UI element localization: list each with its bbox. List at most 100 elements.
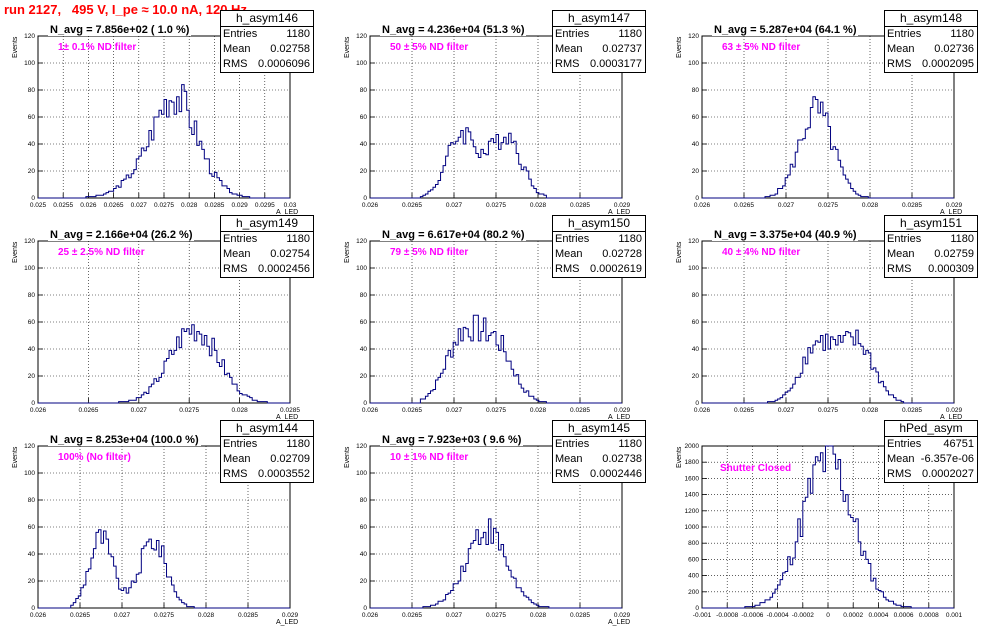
- stat-entries: 1180: [286, 233, 310, 245]
- x-tick-label: 0.0285: [570, 612, 590, 619]
- y-axis-label: Events: [344, 241, 351, 263]
- stats-box: h_asym149 Entries 1180 Mean 0.02754 RMS 0.0002…: [220, 215, 314, 278]
- y-tick-label: 60: [360, 524, 368, 531]
- run-title: run 2127, 495 V, I_pe ≈ 10.0 nA, 120 Hz: [4, 2, 247, 17]
- x-tick-label: 0.0255: [53, 202, 73, 209]
- x-tick-label: 0.0265: [402, 407, 422, 414]
- y-axis-label: Events: [344, 36, 351, 58]
- stats-box: h_asym148 Entries 1180 Mean 0.02736 RMS 0.0002…: [884, 10, 978, 73]
- x-tick-label: 0.0008: [919, 612, 939, 619]
- histogram-panel: 0.025 0.0255 0.026 0.0265 0.027 0.0275 0.028 0.…: [0, 10, 332, 223]
- y-tick-label: 20: [28, 578, 36, 585]
- y-tick-label: 120: [356, 443, 367, 450]
- y-tick-label: 20: [28, 373, 36, 380]
- x-tick-label: 0.026: [362, 202, 379, 209]
- x-tick-label: 0.026: [362, 612, 379, 619]
- histogram-svg: 0.026 0.0265 0.027 0.0275 0.028 0.0285 0.029 0 2…: [356, 33, 630, 209]
- x-tick-label: 0.026: [694, 202, 711, 209]
- x-tick-label: 0.029: [614, 407, 631, 414]
- stat-row-mean: Mean 0.02709: [223, 453, 310, 465]
- histogram-panel: 0.026 0.0265 0.027 0.0275 0.028 0.0285 0.029 0 2…: [332, 10, 664, 223]
- stat-rms: 0.0002446: [590, 468, 642, 480]
- x-tick-label: 0.03: [284, 202, 297, 209]
- y-tick-label: 20: [360, 373, 368, 380]
- stat-rms: 0.0003552: [258, 468, 310, 480]
- stat-entries: 1180: [286, 28, 310, 40]
- y-tick-label: 60: [28, 114, 36, 121]
- stat-entries: 46751: [943, 438, 974, 450]
- y-tick-label: 120: [688, 238, 699, 245]
- stats-box: h_asym147 Entries 1180 Mean 0.02737 RMS 0.0003…: [552, 10, 646, 73]
- stat-mean: -6.357e-06: [920, 453, 974, 465]
- x-tick-label: 0.027: [131, 407, 148, 414]
- y-tick-label: 80: [360, 292, 368, 299]
- x-axis-label: A_LED: [608, 619, 631, 626]
- y-axis-label: Events: [676, 36, 683, 58]
- y-tick-label: 60: [360, 319, 368, 326]
- stat-row-entries: Entries 1180: [887, 233, 974, 245]
- y-tick-label: 100: [688, 60, 699, 67]
- stat-row-entries: Entries 1180: [555, 438, 642, 450]
- y-tick-label: 0: [31, 400, 35, 407]
- x-tick-label: -0.0008: [716, 612, 738, 619]
- stat-entries: 1180: [286, 438, 310, 450]
- x-tick-label: 0.0285: [204, 202, 224, 209]
- x-tick-label: 0.027: [778, 407, 795, 414]
- x-axis-label: A_LED: [276, 619, 299, 626]
- x-tick-label: 0.0275: [486, 612, 506, 619]
- histogram-series: [702, 96, 954, 199]
- y-tick-label: 40: [692, 346, 700, 353]
- histogram-series: [370, 518, 622, 609]
- stats-box: h_asym144 Entries 1180 Mean 0.02709 RMS 0.0003…: [220, 420, 314, 483]
- x-tick-label: -0.001: [693, 612, 712, 619]
- histogram-svg: 0.025 0.0255 0.026 0.0265 0.027 0.0275 0.028 0.…: [24, 33, 297, 209]
- histogram-name: h_asym144: [221, 421, 313, 437]
- stat-row-entries: Entries 46751: [887, 438, 974, 450]
- n-avg-label: N_avg = 2.166e+04 (26.2 %): [48, 229, 195, 241]
- histogram-series: [702, 329, 954, 404]
- stat-row-rms: RMS 0.0003177: [555, 58, 642, 70]
- stat-row-entries: Entries 1180: [555, 28, 642, 40]
- x-axis-label: A_LED: [276, 414, 299, 421]
- x-tick-label: 0.0275: [154, 202, 174, 209]
- y-tick-label: 1400: [685, 492, 700, 499]
- histogram-svg: 0.026 0.0265 0.027 0.0275 0.028 0.0285 0.029 0 2…: [356, 443, 630, 619]
- y-axis-label: Events: [12, 241, 19, 263]
- x-axis-label: A_LED: [940, 209, 963, 216]
- y-tick-label: 60: [692, 114, 700, 121]
- y-tick-label: 80: [28, 497, 36, 504]
- histogram-name: h_asym145: [553, 421, 645, 437]
- stat-rms: 0.0002456: [258, 263, 310, 275]
- y-tick-label: 80: [692, 292, 700, 299]
- x-tick-label: 0.028: [530, 407, 547, 414]
- histogram-panel: 0.026 0.0265 0.027 0.0275 0.028 0.0285 0.029 0 2…: [664, 10, 996, 223]
- stat-row-rms: RMS 0.0002619: [555, 263, 642, 275]
- histogram-series: [702, 445, 954, 609]
- histogram-svg: 0.026 0.0265 0.027 0.0275 0.028 0.0285 0.029 0 2…: [688, 33, 962, 209]
- y-tick-label: 100: [688, 265, 699, 272]
- plot-frame: [37, 240, 291, 404]
- y-tick-label: 1000: [685, 524, 700, 531]
- stat-row-rms: RMS 0.0003552: [223, 468, 310, 480]
- y-tick-label: 20: [28, 168, 36, 175]
- histogram-svg: -0.001 -0.0008 -0.0006 -0.0004 -0.0002 0 0.000…: [685, 443, 963, 619]
- y-axis-label: Events: [676, 446, 683, 468]
- stats-box: h_asym151 Entries 1180 Mean 0.02759 RMS 0.0003…: [884, 215, 978, 278]
- n-avg-label: N_avg = 3.375e+04 (40.9 %): [712, 229, 859, 241]
- y-tick-label: 40: [360, 551, 368, 558]
- y-tick-label: 0: [363, 605, 367, 612]
- x-tick-label: 0.0002: [843, 612, 863, 619]
- y-tick-label: 100: [356, 60, 367, 67]
- y-tick-label: 0: [31, 195, 35, 202]
- y-tick-label: 400: [688, 573, 699, 580]
- n-avg-label: N_avg = 7.923e+03 ( 9.6 %): [380, 434, 524, 446]
- stat-row-rms: RMS 0.0002456: [223, 263, 310, 275]
- histogram-panel: 0.026 0.0265 0.027 0.0275 0.028 0.0285 0.029 0 2…: [664, 215, 996, 428]
- y-tick-label: 0: [695, 605, 699, 612]
- y-tick-label: 120: [24, 33, 35, 40]
- y-tick-label: 0: [695, 400, 699, 407]
- y-axis-label: Events: [344, 446, 351, 468]
- filter-note: 25 ± 2.5% ND filter: [58, 247, 145, 258]
- plot-frame: [701, 35, 955, 199]
- plot-frame: [37, 35, 291, 199]
